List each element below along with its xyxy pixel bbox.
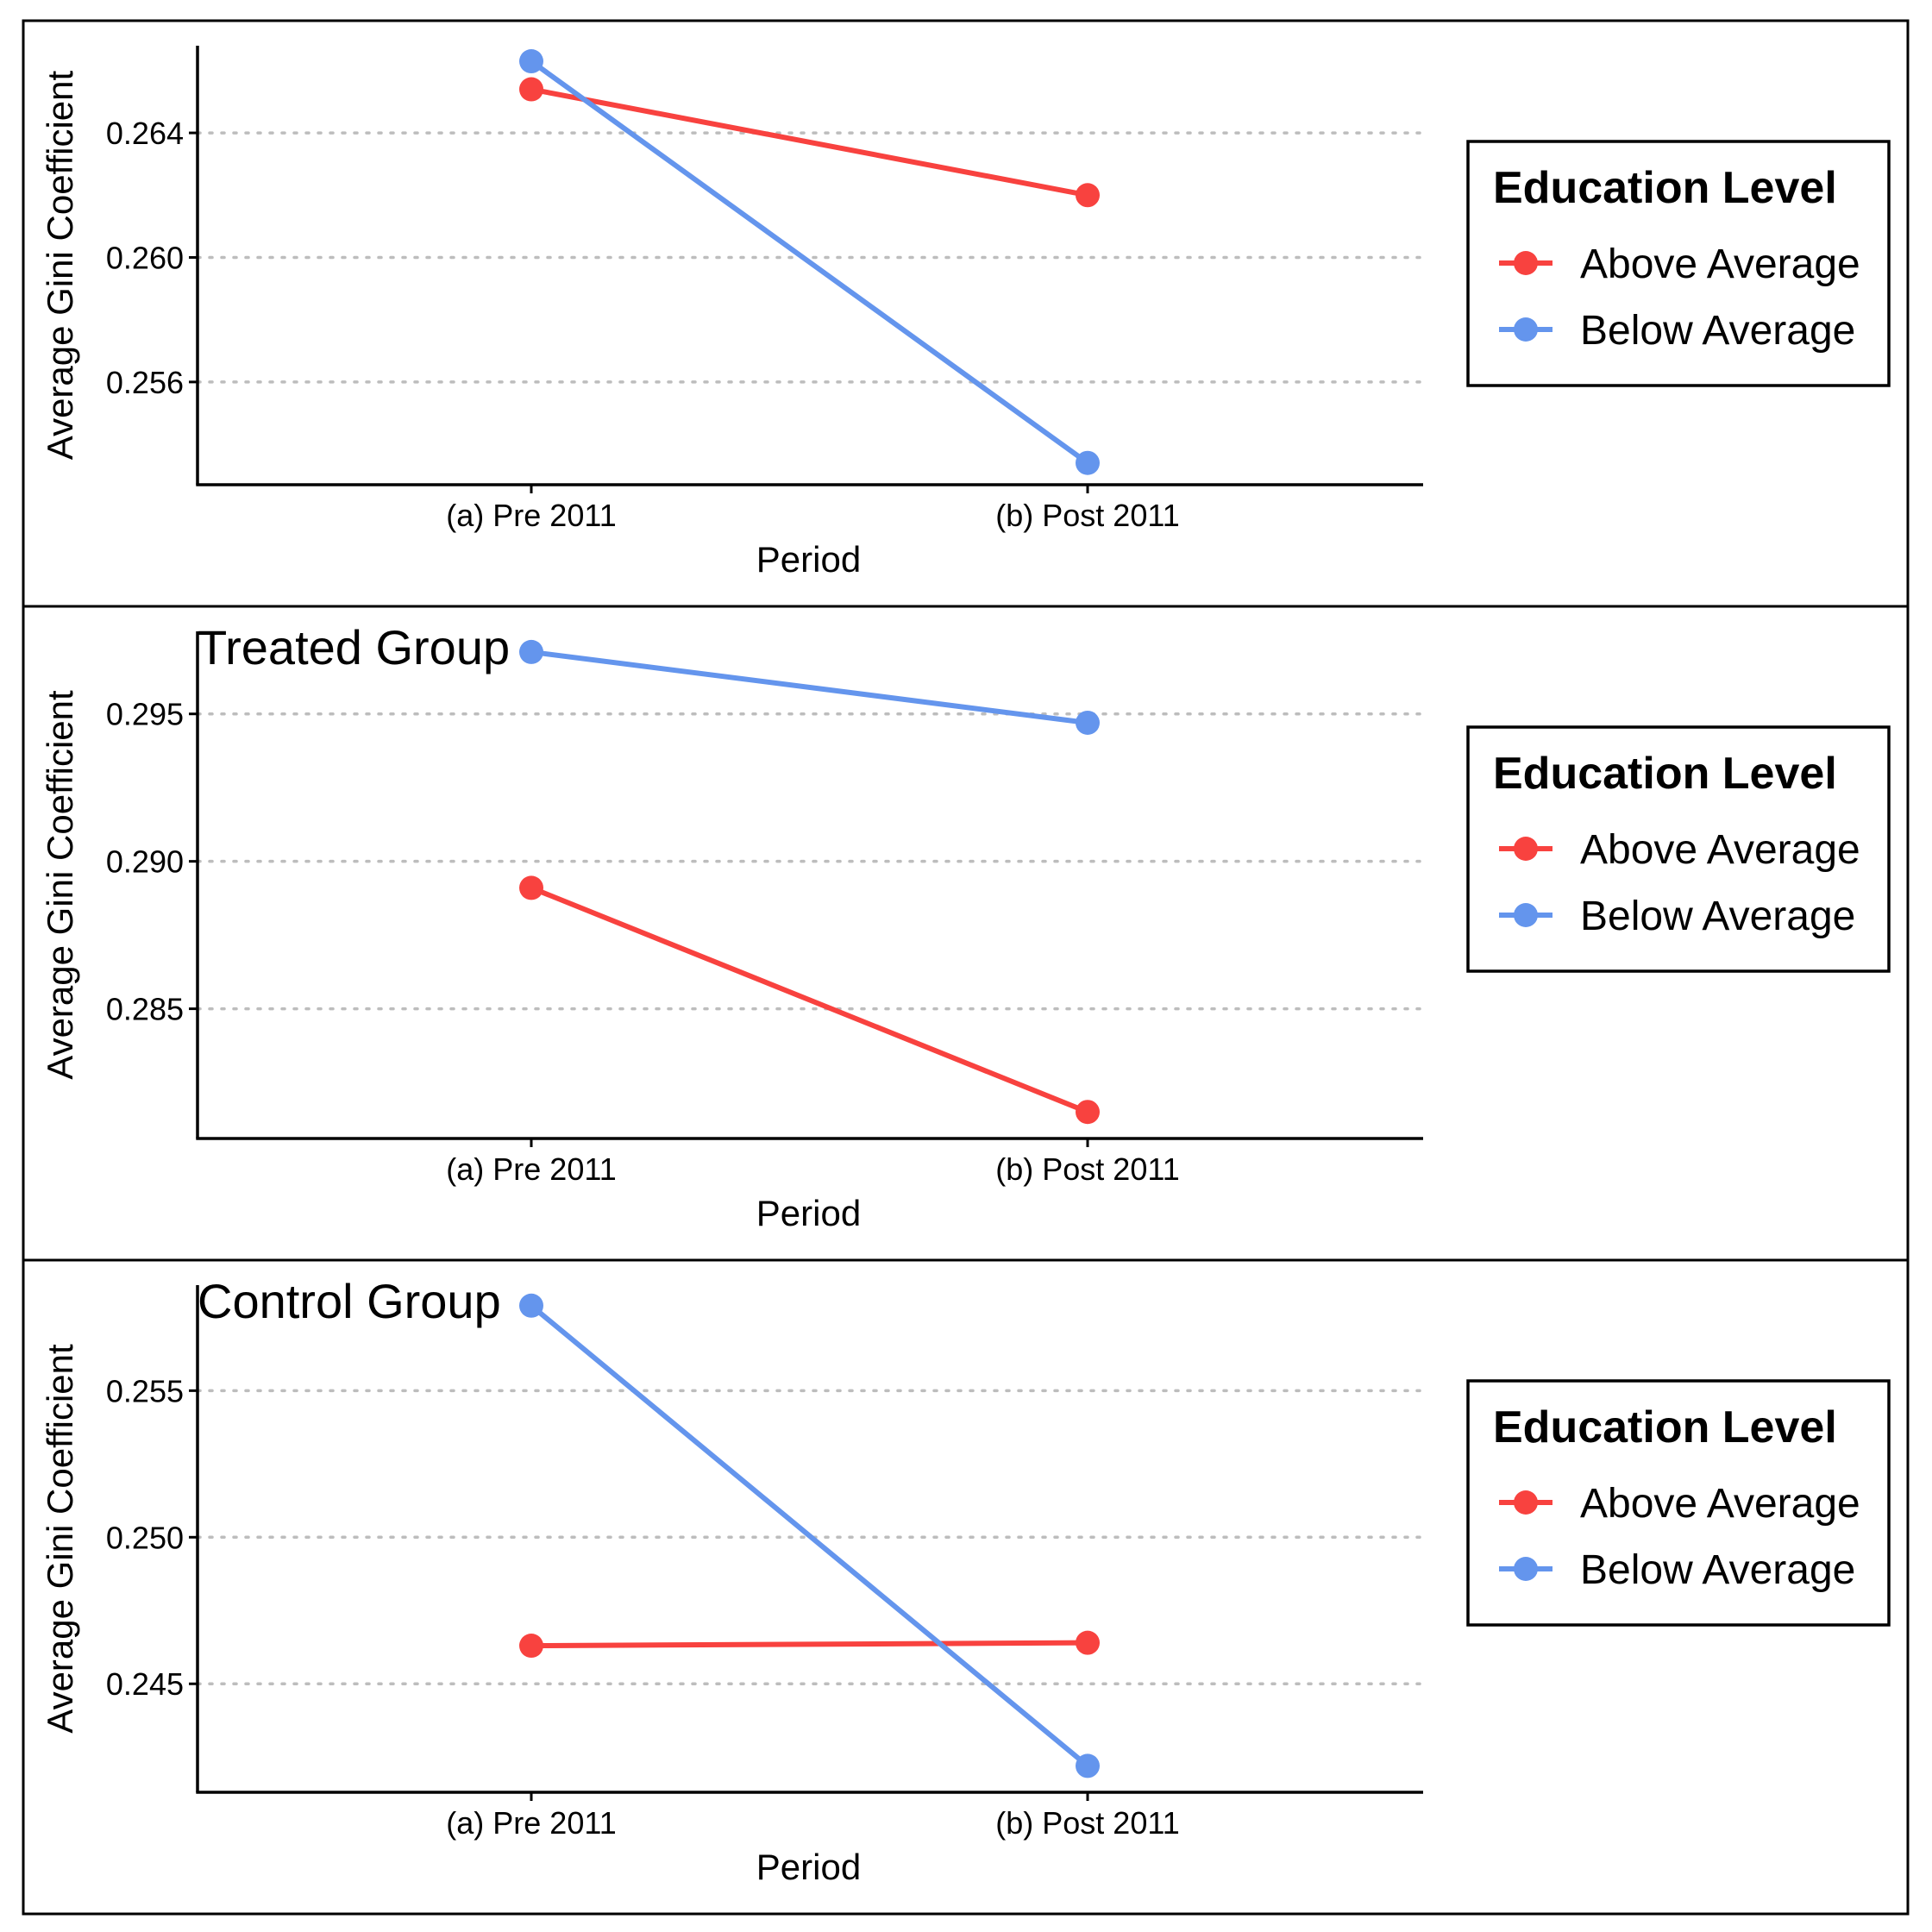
data-point xyxy=(1076,1753,1100,1778)
legend-key-point xyxy=(1514,317,1538,342)
legend-title: Education Level xyxy=(1493,1402,1837,1452)
x-tick-label: (a) Pre 2011 xyxy=(446,1805,616,1841)
chart-panel-2: Treated Group 0.285 0.290 0.295 (a) Pre 2011… xyxy=(22,605,1910,1262)
legend-entry-label: Above Average xyxy=(1580,1481,1860,1527)
data-point xyxy=(1076,450,1100,475)
legend-entry-label: Below Average xyxy=(1580,894,1855,939)
series-line-below-average xyxy=(530,649,1088,725)
legend-entry-label: Below Average xyxy=(1580,308,1855,354)
series-line-above-average xyxy=(530,885,1089,1115)
data-point xyxy=(519,77,543,102)
data-point xyxy=(1076,183,1100,208)
series-line-above-average xyxy=(530,1640,1088,1649)
data-point xyxy=(519,49,543,74)
legend-title: Education Level xyxy=(1493,749,1837,799)
x-axis-title: Period xyxy=(756,1847,861,1887)
series-line-below-average xyxy=(530,1303,1089,1768)
legend-key-point xyxy=(1514,251,1538,275)
x-tick-label: (b) Post 2011 xyxy=(995,1151,1179,1187)
y-axis-title: Average Gini Coefficient xyxy=(40,690,80,1080)
x-tick-label: (a) Pre 2011 xyxy=(446,498,616,533)
data-point xyxy=(519,639,543,664)
data-point xyxy=(1076,1100,1100,1125)
y-tick-label: 0.255 xyxy=(106,1373,184,1408)
y-axis-title: Average Gini Coefficient xyxy=(40,70,80,460)
y-tick-label: 0.264 xyxy=(106,116,184,151)
x-axis-title: Period xyxy=(756,1193,861,1233)
panel-title: Treated Group xyxy=(198,620,510,674)
series-line-below-average xyxy=(530,59,1089,466)
legend-entry-label: Above Average xyxy=(1580,242,1860,287)
data-point xyxy=(519,1293,543,1318)
x-tick-label: (b) Post 2011 xyxy=(995,498,1179,533)
y-tick-label: 0.290 xyxy=(106,844,184,880)
x-axis-title: Period xyxy=(756,539,861,580)
y-tick-label: 0.250 xyxy=(106,1520,184,1555)
legend-entry-label: Above Average xyxy=(1580,827,1860,873)
legend-key-point xyxy=(1514,903,1538,927)
legend-key-point xyxy=(1514,1557,1538,1581)
data-point xyxy=(1076,710,1100,735)
x-tick-label: (b) Post 2011 xyxy=(995,1805,1179,1841)
y-tick-label: 0.256 xyxy=(106,365,184,400)
y-axis-title: Average Gini Coefficient xyxy=(40,1344,80,1734)
chart-panel-1: 0.256 0.260 0.264 (a) Pre 2011 (b) Post 2011… xyxy=(22,19,1910,608)
panel-title: Control Group xyxy=(198,1274,501,1328)
y-tick-label: 0.295 xyxy=(106,697,184,732)
y-tick-label: 0.285 xyxy=(106,992,184,1027)
data-point xyxy=(519,1634,543,1659)
series-line-above-average xyxy=(530,86,1088,198)
legend-key-point xyxy=(1514,837,1538,861)
legend-key-point xyxy=(1514,1490,1538,1515)
y-tick-label: 0.260 xyxy=(106,240,184,275)
legend-title: Education Level xyxy=(1493,163,1837,213)
data-point xyxy=(519,875,543,900)
x-tick-label: (a) Pre 2011 xyxy=(446,1151,616,1187)
y-tick-label: 0.245 xyxy=(106,1666,184,1702)
panel-border xyxy=(22,1258,1910,1916)
chart-panel-3: Control Group 0.245 0.250 0.255 (a) Pre 2011… xyxy=(22,1258,1910,1916)
data-point xyxy=(1076,1630,1100,1655)
legend-entry-label: Below Average xyxy=(1580,1547,1855,1593)
